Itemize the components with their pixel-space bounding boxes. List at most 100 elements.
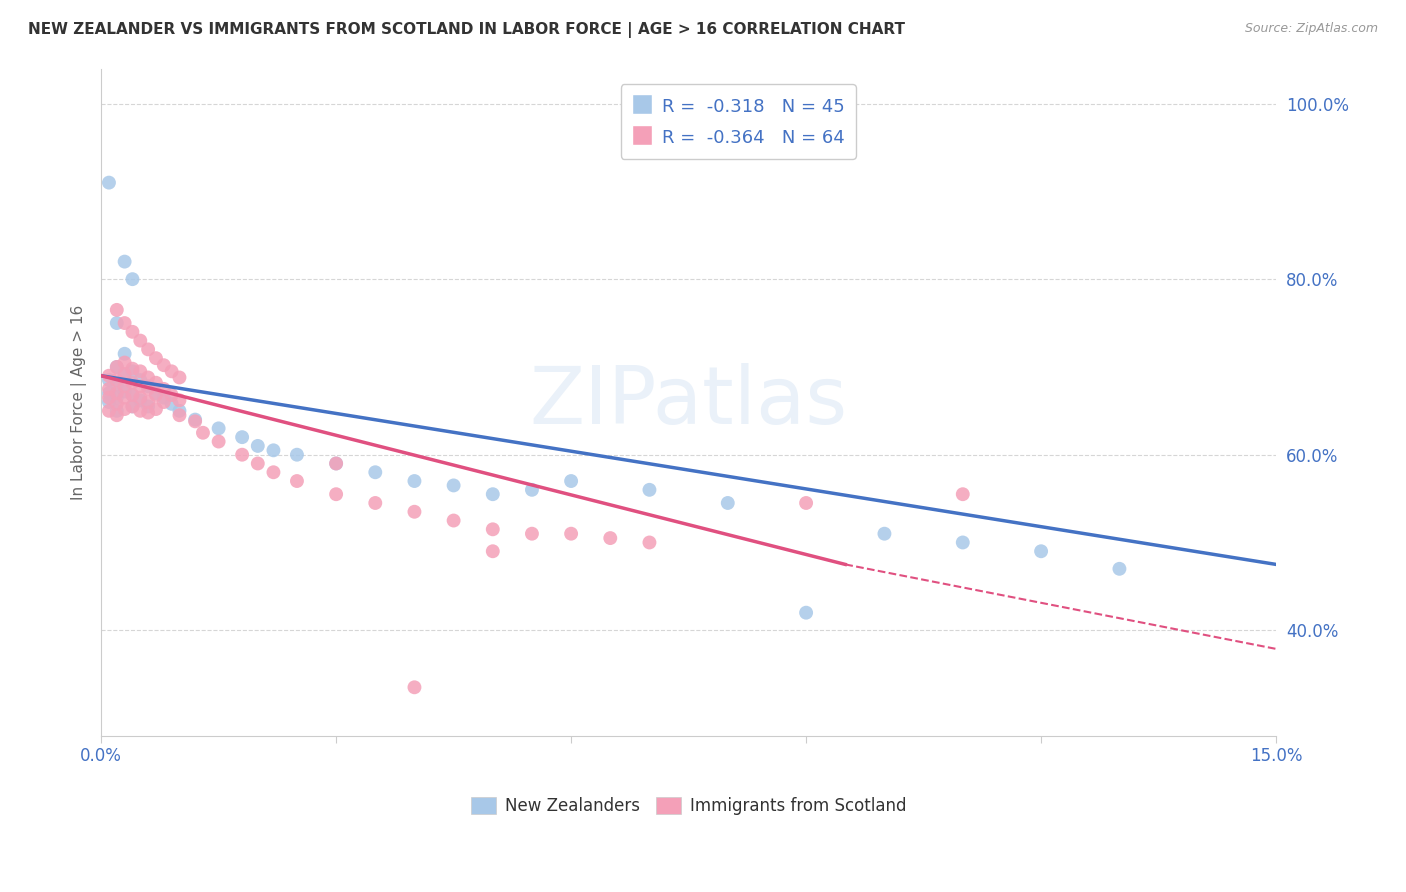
Point (520, 526, 543, 541)
Point (136, 343, 159, 357)
Point (145, 402, 167, 417)
Point (121, 388, 143, 402)
Point (325, 487, 347, 501)
Point (443, 514, 465, 528)
Point (97, 404, 120, 418)
Point (152, 382, 174, 396)
Point (105, 408, 128, 422)
Point (1108, 562, 1130, 576)
Point (873, 526, 896, 541)
Point (105, 373, 128, 387)
Text: ZIPatlas: ZIPatlas (530, 363, 848, 441)
Point (207, 434, 229, 449)
Point (105, 316, 128, 330)
Text: NEW ZEALANDER VS IMMIGRANTS FROM SCOTLAND IN LABOR FORCE | AGE > 16 CORRELATION : NEW ZEALANDER VS IMMIGRANTS FROM SCOTLAN… (28, 22, 905, 38)
Point (105, 397, 128, 411)
Point (169, 370, 191, 384)
Point (105, 404, 128, 418)
Point (160, 388, 183, 402)
Point (952, 487, 974, 501)
Point (169, 408, 191, 422)
Point (97, 395, 120, 409)
Point (121, 325, 143, 339)
Point (325, 457, 347, 471)
Point (443, 478, 465, 492)
Point (520, 483, 543, 497)
Point (121, 400, 143, 414)
Point (114, 379, 136, 393)
Point (114, 347, 136, 361)
Point (105, 377, 128, 392)
Point (114, 316, 136, 330)
Point (145, 376, 167, 390)
Point (638, 535, 661, 549)
Point (129, 391, 152, 405)
Point (717, 496, 740, 510)
Point (136, 379, 159, 393)
Point (794, 496, 817, 510)
Point (404, 681, 426, 695)
Point (105, 359, 128, 374)
Point (952, 535, 974, 549)
Point (246, 457, 269, 471)
Legend: New Zealanders, Immigrants from Scotland: New Zealanders, Immigrants from Scotland (464, 790, 912, 822)
Point (136, 406, 159, 420)
Point (136, 382, 159, 396)
Point (184, 414, 207, 428)
Point (560, 526, 582, 541)
Point (136, 370, 159, 384)
Point (114, 355, 136, 369)
Point (152, 395, 174, 409)
Point (638, 483, 661, 497)
Point (794, 606, 817, 620)
Point (169, 404, 191, 418)
Point (152, 358, 174, 372)
Point (136, 400, 159, 414)
Point (152, 391, 174, 405)
Point (121, 272, 143, 286)
Point (160, 397, 183, 411)
Point (191, 425, 214, 440)
Point (364, 465, 387, 479)
Point (145, 388, 167, 402)
Point (231, 448, 253, 462)
Point (129, 379, 152, 393)
Point (105, 386, 128, 401)
Point (285, 448, 308, 462)
Point (121, 400, 143, 414)
Point (121, 361, 143, 376)
Point (114, 367, 136, 381)
Point (121, 388, 143, 402)
Point (114, 391, 136, 405)
Point (129, 334, 152, 348)
Point (481, 522, 503, 536)
Point (231, 430, 253, 444)
Point (285, 474, 308, 488)
Point (160, 364, 183, 378)
Point (114, 254, 136, 268)
Point (97, 386, 120, 401)
Point (481, 487, 503, 501)
Point (97, 382, 120, 396)
Point (114, 368, 136, 383)
Point (129, 373, 152, 387)
Point (599, 531, 621, 545)
Point (136, 395, 159, 409)
Point (105, 391, 128, 405)
Point (207, 421, 229, 435)
Point (105, 302, 128, 317)
Point (1029, 544, 1052, 558)
Point (481, 544, 503, 558)
Point (169, 393, 191, 408)
Point (184, 412, 207, 426)
Point (404, 505, 426, 519)
Point (364, 496, 387, 510)
Point (404, 474, 426, 488)
Point (114, 384, 136, 399)
Point (129, 404, 152, 418)
Point (121, 364, 143, 378)
Point (145, 386, 167, 401)
Point (246, 439, 269, 453)
Point (97, 368, 120, 383)
Point (560, 474, 582, 488)
